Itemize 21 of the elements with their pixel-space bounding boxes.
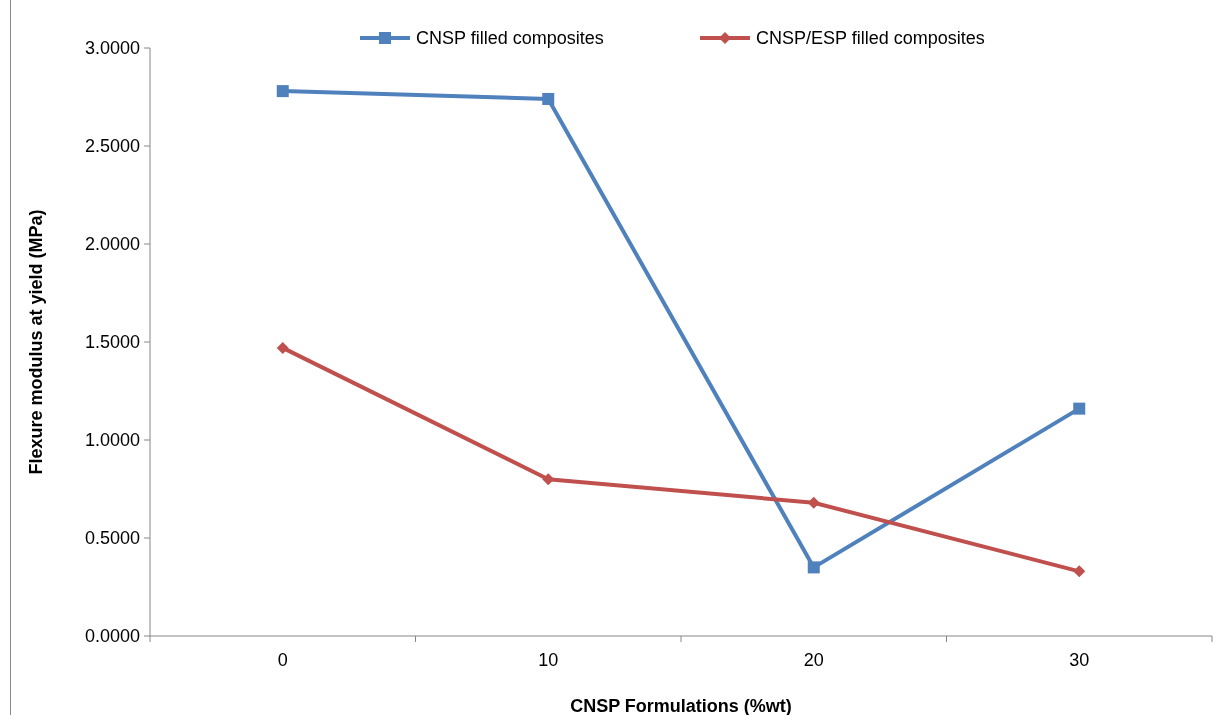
y-axis-title: Flexure modulus at yield (MPa) xyxy=(26,209,46,475)
legend-label: CNSP filled composites xyxy=(416,28,604,49)
point xyxy=(1073,402,1086,415)
y-tick-label: 0.5000 xyxy=(84,528,140,549)
y-tick-label: 1.5000 xyxy=(84,332,140,353)
point xyxy=(542,92,555,105)
point xyxy=(1073,565,1086,578)
y-tick-label: 2.5000 xyxy=(84,136,140,157)
x-tick-label: 20 xyxy=(803,650,824,670)
legend-label: CNSP/ESP filled composites xyxy=(756,28,985,49)
point xyxy=(276,341,289,354)
y-tick-label: 0.0000 xyxy=(84,626,140,647)
y-tick-label: 1.0000 xyxy=(84,430,140,451)
point xyxy=(276,85,289,98)
x-tick-label: 0 xyxy=(277,650,288,670)
x-tick-label: 30 xyxy=(1069,650,1090,670)
y-tick-label: 2.0000 xyxy=(84,234,140,255)
y-tick-label: 3.0000 xyxy=(84,38,140,59)
x-tick-label: 10 xyxy=(538,650,559,670)
x-axis-title: CNSP Formulations (%wt) xyxy=(570,696,792,715)
point xyxy=(807,561,820,574)
